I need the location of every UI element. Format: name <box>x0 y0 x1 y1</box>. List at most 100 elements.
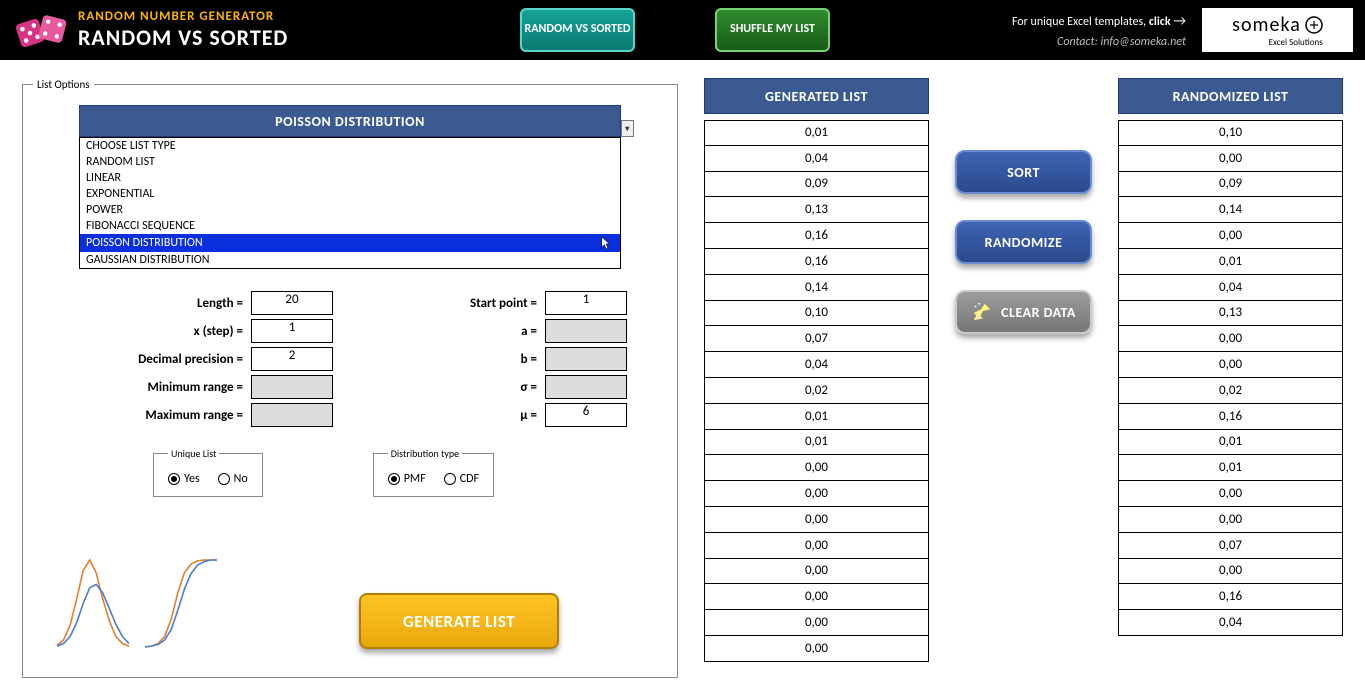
list-cell: 0,01 <box>1118 455 1343 481</box>
logo-mark-icon <box>1305 16 1323 34</box>
param-input <box>545 319 627 343</box>
list-cell: 0,04 <box>1118 610 1343 636</box>
param-label: σ = <box>367 380 545 395</box>
list-cell: 0,00 <box>704 584 929 610</box>
unique-no-radio[interactable]: No <box>218 472 248 486</box>
cursor-icon <box>600 235 614 251</box>
nav-random-vs-sorted-button[interactable]: RANDOM VS SORTED <box>520 8 635 52</box>
radio-on-icon <box>388 473 400 485</box>
distribution-type-group: Distribution type PMF CDF <box>373 447 494 497</box>
list-cell: 0,07 <box>1118 533 1343 559</box>
cta-prefix: For unique Excel templates, <box>1012 15 1149 29</box>
unique-list-group: Unique List Yes No <box>153 447 263 497</box>
list-cell: 0,01 <box>1118 430 1343 456</box>
list-cell: 0,01 <box>1118 249 1343 275</box>
distribution-header[interactable]: POISSON DISTRIBUTION ▾ <box>79 105 621 137</box>
dist-pmf-label: PMF <box>404 472 426 486</box>
dropdown-option[interactable]: RANDOM LIST <box>80 154 620 170</box>
randomized-list: RANDOMIZED LIST 0,100,000,090,140,000,01… <box>1118 78 1343 636</box>
list-cell: 0,10 <box>704 301 929 327</box>
param-label: a = <box>367 324 545 339</box>
dropdown-option[interactable]: FIBONACCI SEQUENCE <box>80 218 620 234</box>
params-left-column: Length =20x (step) =1Decimal precision =… <box>73 291 333 431</box>
radio-off-icon <box>444 473 456 485</box>
logo-brand: someka <box>1232 13 1301 37</box>
list-cell: 0,04 <box>704 352 929 378</box>
param-label: b = <box>367 352 545 367</box>
logo-subtitle: Excel Solutions <box>1232 37 1323 48</box>
unique-list-legend: Unique List <box>168 447 219 460</box>
list-cell: 0,00 <box>1118 507 1343 533</box>
dropdown-option[interactable]: CHOOSE LIST TYPE <box>80 138 620 154</box>
nav-shuffle-button[interactable]: SHUFFLE MY LIST <box>715 8 830 52</box>
param-label: x (step) = <box>73 324 251 339</box>
list-cell: 0,00 <box>704 481 929 507</box>
param-row: Maximum range = <box>73 403 333 427</box>
list-cell: 0,00 <box>704 636 929 662</box>
dropdown-option[interactable]: EXPONENTIAL <box>80 186 620 202</box>
param-label: Start point = <box>367 296 545 311</box>
unique-yes-radio[interactable]: Yes <box>168 472 200 486</box>
list-cell: 0,09 <box>1118 172 1343 198</box>
param-input[interactable]: 6 <box>545 403 627 427</box>
sort-button[interactable]: SORT <box>955 150 1092 194</box>
list-cell: 0,02 <box>1118 378 1343 404</box>
list-cell: 0,10 <box>1118 120 1343 146</box>
generated-list-header: GENERATED LIST <box>704 78 929 114</box>
section-title: RANDOM VS SORTED <box>78 24 288 51</box>
clear-data-button[interactable]: CLEAR DATA <box>955 290 1092 334</box>
list-cell: 0,00 <box>1118 559 1343 585</box>
dropdown-option[interactable]: GAUSSIAN DISTRIBUTION <box>80 252 620 268</box>
param-input <box>545 347 627 371</box>
param-row: μ =6 <box>367 403 627 427</box>
list-cell: 0,00 <box>1118 352 1343 378</box>
list-cell: 0,13 <box>1118 301 1343 327</box>
radio-on-icon <box>168 473 180 485</box>
list-cell: 0,00 <box>704 533 929 559</box>
param-input[interactable]: 1 <box>251 319 333 343</box>
unique-yes-label: Yes <box>184 472 200 486</box>
cta-text[interactable]: For unique Excel templates, click → <box>1012 12 1186 29</box>
logo[interactable]: someka Excel Solutions <box>1200 6 1355 54</box>
param-row: x (step) =1 <box>73 319 333 343</box>
contact-text: Contact: info@someka.net <box>1012 35 1186 49</box>
dropdown-option[interactable]: POWER <box>80 202 620 218</box>
param-row: Length =20 <box>73 291 333 315</box>
list-cell: 0,00 <box>704 559 929 585</box>
param-row: Minimum range = <box>73 375 333 399</box>
dice-icon <box>10 8 70 53</box>
generated-list: GENERATED LIST 0,010,040,090,130,160,160… <box>704 78 929 662</box>
dropdown-option[interactable]: LINEAR <box>80 170 620 186</box>
param-input[interactable]: 2 <box>251 347 333 371</box>
distribution-type-legend: Distribution type <box>388 447 462 460</box>
list-cell: 0,14 <box>1118 197 1343 223</box>
list-cell: 0,00 <box>704 507 929 533</box>
app-title: RANDOM NUMBER GENERATOR <box>78 9 288 24</box>
distribution-dropdown[interactable]: CHOOSE LIST TYPERANDOM LISTLINEAREXPONEN… <box>79 137 621 269</box>
param-label: Maximum range = <box>73 408 251 423</box>
arrow-right-icon: → <box>1173 12 1186 29</box>
list-cell: 0,00 <box>1118 146 1343 172</box>
list-cell: 0,00 <box>1118 223 1343 249</box>
param-input[interactable]: 20 <box>251 291 333 315</box>
list-cell: 0,09 <box>704 172 929 198</box>
dropdown-option[interactable]: POISSON DISTRIBUTION <box>80 234 620 252</box>
generate-list-button[interactable]: GENERATE LIST <box>359 593 559 649</box>
list-options-legend: List Options <box>33 78 94 91</box>
distribution-header-label: POISSON DISTRIBUTION <box>275 113 425 130</box>
param-input[interactable]: 1 <box>545 291 627 315</box>
mini-charts <box>53 556 221 651</box>
dropdown-toggle-icon[interactable]: ▾ <box>621 120 634 137</box>
randomize-button[interactable]: RANDOMIZE <box>955 220 1092 264</box>
dist-cdf-radio[interactable]: CDF <box>444 472 479 486</box>
param-input <box>545 375 627 399</box>
param-row: a = <box>367 319 627 343</box>
dist-pmf-radio[interactable]: PMF <box>388 472 426 486</box>
list-cell: 0,07 <box>704 326 929 352</box>
list-cell: 0,00 <box>704 455 929 481</box>
top-bar: RANDOM NUMBER GENERATOR RANDOM VS SORTED… <box>0 0 1365 60</box>
list-cell: 0,01 <box>704 404 929 430</box>
cta-bold: click <box>1149 15 1171 29</box>
param-input <box>251 403 333 427</box>
broom-icon <box>971 301 993 323</box>
